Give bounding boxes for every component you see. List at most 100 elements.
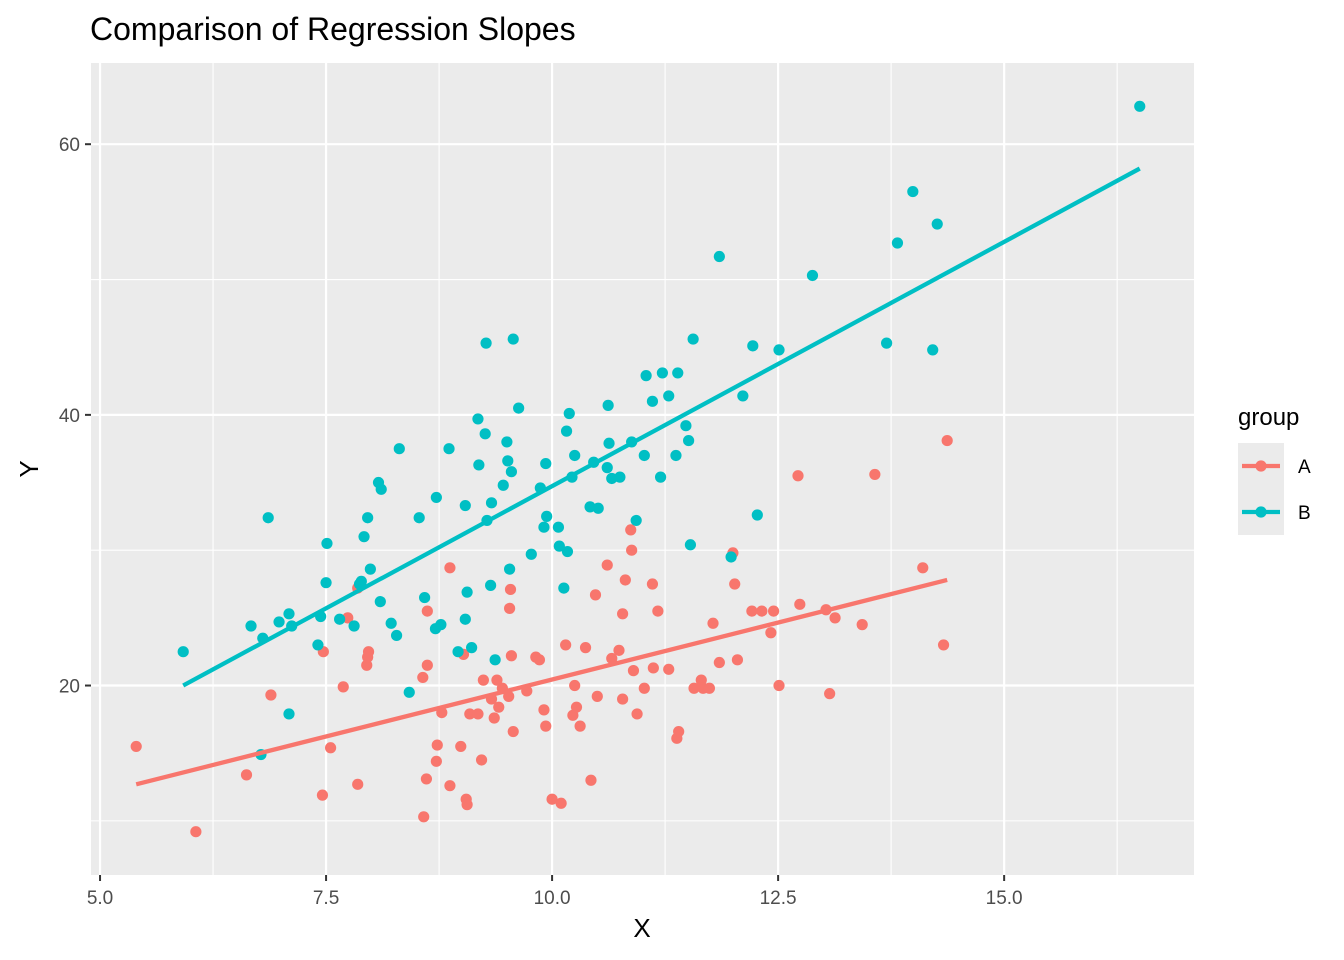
data-point-b [362,512,374,524]
data-point-b [638,449,650,462]
data-point-b [358,531,370,543]
regression-lines [135,166,1141,787]
data-point-b [725,551,737,563]
data-point-b [452,646,464,658]
data-point-a [707,617,719,629]
x-tick-label: 5.0 [87,888,113,909]
data-point-a [504,583,517,596]
x-tick-label: 10.0 [534,888,571,909]
data-point-a [361,659,373,671]
data-point-b [683,434,695,447]
data-point-b [907,185,919,198]
data-point-a [444,780,456,792]
data-point-a [324,742,337,754]
data-point-b [393,443,405,455]
data-point-a [488,712,500,724]
data-point-a [352,778,364,790]
data-point-a [362,646,375,658]
y-tick-label: 60 [59,135,80,156]
data-point-a [337,681,349,693]
data-point-b [320,577,332,589]
data-point-b [283,608,295,620]
data-point-a [555,797,567,809]
axis-tick-labels: 5.0 7.5 10.0 12.5 15.0 20 40 60 [59,135,1023,909]
chart-title: Comparison of Regression Slopes [90,11,576,47]
data-point-b [245,620,257,632]
plot-panel [91,63,1194,875]
data-point-a [647,662,659,674]
data-point-a [713,656,725,669]
x-tick-label: 7.5 [313,888,339,909]
data-point-a [574,720,586,732]
data-point-b [385,617,397,629]
data-point-a [455,740,467,753]
data-point-b [374,596,386,608]
legend-label-b: B [1298,503,1311,524]
data-point-a [591,690,603,702]
data-point-a [638,682,650,694]
regression-line-a [135,577,948,787]
legend-key-point-a [1255,460,1267,472]
data-point-a [941,434,953,447]
data-point-a [477,674,489,686]
data-point-b [525,548,537,560]
data-point-a [673,725,685,738]
data-point-b [375,483,387,495]
data-point-a [626,544,638,556]
data-point-a [570,701,583,713]
data-point-a [491,674,503,686]
data-point-a [417,671,429,684]
data-point-a [431,739,443,751]
data-point-b [443,443,455,455]
data-point-a [503,690,515,702]
data-point-b [737,390,749,402]
x-axis-title: X [633,913,650,943]
data-point-b [560,425,573,437]
data-point-b [538,521,550,533]
minor-grid [91,63,1194,875]
data-point-b [466,642,478,654]
data-point-a [316,789,329,801]
y-tick-label: 20 [59,677,80,698]
y-axis-title: Y [14,460,44,477]
data-point-a [731,654,744,666]
data-point-a [617,608,629,620]
data-point-b [1134,100,1146,112]
data-point-b [670,449,682,462]
data-point-a [856,619,868,631]
data-point-b [177,646,189,658]
data-point-b [931,218,943,230]
data-point-b [747,340,759,352]
data-point-b [553,540,565,552]
data-point-b [485,497,498,509]
data-point-b [364,563,376,575]
data-point-a [533,654,546,666]
data-point-a [240,769,253,781]
data-point-b [646,395,659,407]
data-point-b [502,455,514,467]
data-point-a [765,627,777,639]
data-point-a [540,720,552,732]
data-point-a [418,811,430,823]
regression-line-b [182,166,1141,688]
data-point-a [538,704,550,716]
data-point-b [497,479,509,491]
data-point-b [541,510,553,522]
data-point-b [461,586,473,598]
data-point-b [773,344,785,356]
data-point-b [614,471,626,483]
data-point-a [472,708,484,720]
data-point-b [602,399,614,411]
data-point-a [646,578,659,590]
data-point-b [472,413,484,425]
legend-key-point-b [1255,506,1267,518]
data-point-a [444,562,456,574]
data-point-b [273,616,285,628]
data-point-b [713,250,725,263]
data-point-b [654,471,667,483]
x-tick-label: 15.0 [986,888,1023,909]
data-point-a [613,644,625,656]
data-point-b [513,402,525,414]
data-point-a [461,799,473,811]
